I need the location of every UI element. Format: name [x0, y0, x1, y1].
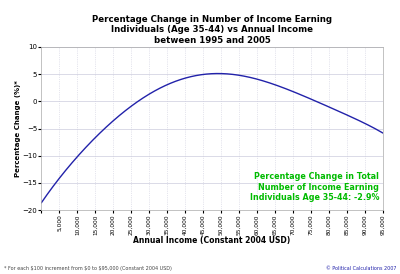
- Text: Percentage Change in Total
Number of Income Earning
Individuals Age 35-44: -2.9%: Percentage Change in Total Number of Inc…: [250, 172, 379, 202]
- Text: * For each $100 increment from $0 to $95,000 (Constant 2004 USD): * For each $100 increment from $0 to $95…: [4, 266, 172, 271]
- X-axis label: Annual Income (Constant 2004 USD): Annual Income (Constant 2004 USD): [133, 236, 290, 245]
- Title: Percentage Change in Number of Income Earning
Individuals (Age 35-44) vs Annual : Percentage Change in Number of Income Ea…: [92, 15, 332, 45]
- Y-axis label: Percentage Change (%)*: Percentage Change (%)*: [15, 80, 21, 177]
- Text: © Political Calculations 2007: © Political Calculations 2007: [326, 266, 396, 271]
